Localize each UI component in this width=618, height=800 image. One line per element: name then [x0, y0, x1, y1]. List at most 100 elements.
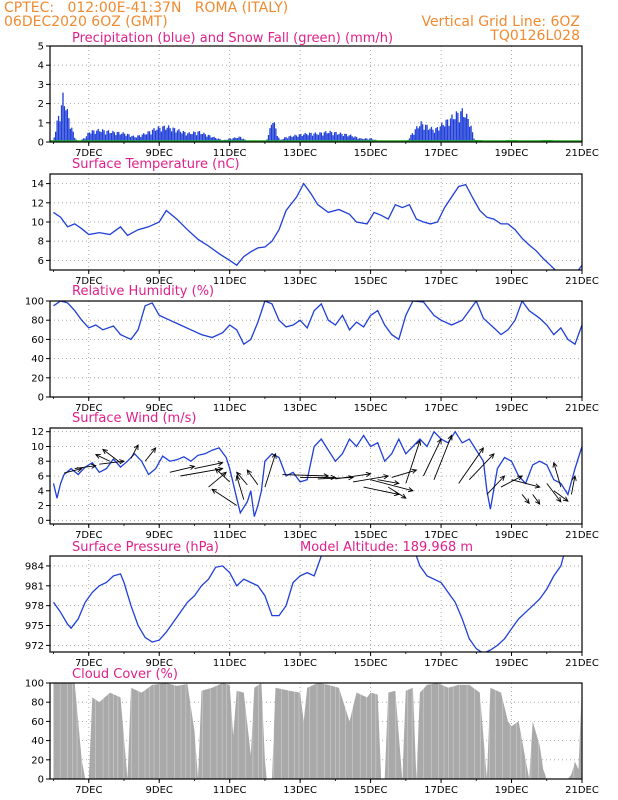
- y-tick-label: 14: [31, 179, 44, 190]
- x-tick-label: 15DEC: [354, 276, 388, 287]
- wind-arrow-head: [211, 488, 218, 494]
- series-line: [53, 182, 582, 270]
- precip-bar: [162, 126, 164, 142]
- y-tick-label: 5: [38, 42, 44, 53]
- precip-bar: [146, 134, 148, 142]
- wind-arrow-shaft: [387, 486, 407, 499]
- x-tick-label: 13DEC: [283, 658, 317, 669]
- precip-bar: [165, 129, 167, 142]
- wind-arrow-head: [246, 469, 252, 476]
- precip-bar: [62, 92, 64, 142]
- x-tick-label: 11DEC: [213, 658, 247, 669]
- precip-bar: [311, 135, 314, 142]
- precip-bar: [188, 132, 190, 142]
- wind-arrow-head: [383, 474, 390, 480]
- precip-bar: [326, 133, 328, 142]
- x-tick-label: 21DEC: [565, 276, 599, 287]
- precip-bar: [115, 135, 117, 142]
- panel-frame: [49, 682, 583, 780]
- precip-bar: [461, 108, 463, 142]
- precip-bar: [128, 134, 130, 142]
- wind-arrow-shaft: [553, 462, 562, 488]
- precip-bar: [87, 132, 89, 142]
- x-tick-label: 19DEC: [495, 530, 529, 541]
- x-tick-label: 11DEC: [213, 785, 247, 796]
- precip-bar: [313, 133, 315, 142]
- x-tick-label: 9DEC: [146, 148, 173, 159]
- precip-bar: [121, 133, 123, 142]
- x-tick-label: 7DEC: [75, 785, 102, 796]
- precip-bar: [150, 134, 152, 142]
- precip-bar: [53, 137, 55, 142]
- wind-arrow-shaft: [352, 475, 389, 483]
- precip-bar: [66, 109, 69, 142]
- precip-bar: [194, 132, 196, 142]
- wind-arrow-shaft: [486, 475, 505, 495]
- precip-bar: [170, 131, 173, 142]
- precip-bar: [297, 136, 299, 142]
- panel-title-temperature: Surface Temperature (nC): [72, 157, 240, 172]
- precip-bar: [176, 130, 179, 142]
- precip-bar: [276, 136, 278, 142]
- precip-bar: [195, 135, 198, 142]
- precip-bar: [308, 132, 311, 142]
- wind-arrow-head: [90, 463, 97, 469]
- precip-bar: [449, 118, 452, 142]
- precip-bar: [341, 134, 343, 142]
- y-tick-label: 972: [25, 641, 44, 652]
- wind-arrow-shaft: [211, 488, 237, 506]
- precip-bar: [438, 130, 440, 142]
- precip-bar: [93, 130, 95, 142]
- wind-arrow-shaft: [370, 479, 414, 492]
- precip-bar: [168, 125, 170, 142]
- precip-bar: [57, 115, 60, 142]
- precip-bar: [269, 128, 271, 142]
- precip-bar: [119, 134, 121, 142]
- precip-bar: [56, 120, 58, 142]
- wind-arrow-shaft: [264, 453, 276, 488]
- wind-arrow-shaft: [468, 453, 495, 481]
- precip-bar: [307, 135, 309, 142]
- y-tick-label: 0: [38, 516, 44, 527]
- y-tick-label: 4: [38, 486, 44, 497]
- precip-bar: [295, 135, 298, 142]
- precip-bar: [430, 126, 433, 142]
- precip-bar: [448, 125, 450, 142]
- panel-frame: [49, 555, 583, 653]
- panel-1: 6 8 10 12 14 7DEC 9DEC 11DEC 13DEC 15DEC 17DEC 19DE…: [31, 173, 599, 287]
- precip-bar: [348, 135, 350, 142]
- panel-2: 0 20 40 60 80 100 7DEC 9DEC 11DEC 13DEC 15DEC 17DEC…: [25, 297, 599, 415]
- wind-arrow-shaft: [570, 475, 576, 495]
- precip-bar: [181, 133, 183, 142]
- y-tick-label: 12: [31, 427, 44, 438]
- precip-bar: [283, 137, 286, 142]
- precip-bar: [351, 136, 353, 142]
- precip-bar: [441, 122, 443, 142]
- wind-arrow-head: [552, 461, 558, 468]
- precip-bar: [99, 131, 101, 142]
- wind-arrow-shaft: [363, 486, 399, 495]
- precip-bar: [234, 137, 236, 142]
- y-tick-label: 3: [38, 80, 44, 91]
- y-tick-label: 40: [31, 736, 44, 747]
- wind-arrow-head: [411, 468, 418, 474]
- y-tick-label: 40: [31, 354, 44, 365]
- wind-arrow-shaft: [208, 471, 227, 488]
- wind-arrow-shaft: [546, 483, 562, 503]
- wind-arrow-shaft: [433, 435, 453, 480]
- wind-arrow-head: [102, 448, 108, 455]
- precip-bar: [200, 134, 202, 142]
- precip-bar: [325, 131, 327, 142]
- precip-bar: [203, 132, 205, 142]
- precip-bar: [288, 136, 290, 142]
- precip-bar: [439, 126, 441, 142]
- precip-bar: [116, 132, 118, 142]
- precip-bar: [212, 137, 214, 142]
- precip-bar: [210, 137, 212, 142]
- panel-title-humidity: Relative Humidity (%): [72, 284, 214, 299]
- precip-bar: [82, 138, 85, 142]
- y-tick-label: 0: [38, 775, 44, 786]
- wind-arrow-shaft: [500, 475, 523, 488]
- precip-bar: [328, 133, 330, 142]
